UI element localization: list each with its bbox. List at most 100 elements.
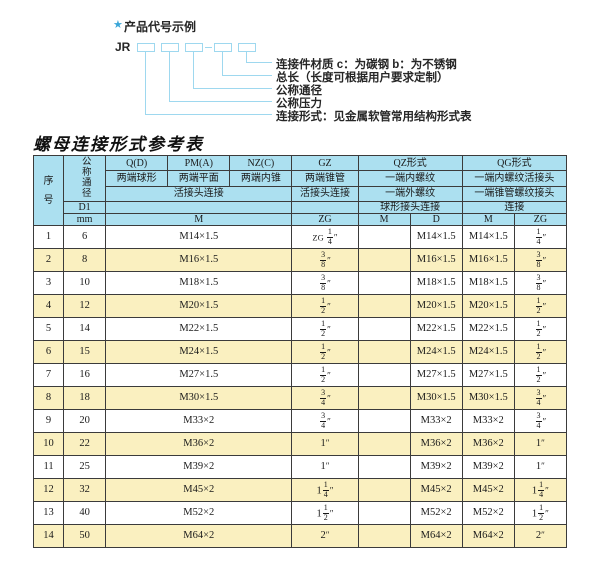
cell-qz-m: [357, 340, 411, 364]
table-row: 7 16 M27×1.5 1 2 ″ M27×1.5 M27×1.5 1 2 ″: [32, 363, 568, 387]
cell-qg-zg: 1 2 ″: [513, 294, 568, 318]
cell-qz-d: M27×1.5: [409, 363, 463, 387]
cell-seq: 1: [32, 225, 65, 249]
cell-seq: 9: [32, 409, 65, 433]
header-seq: 序 号: [32, 155, 65, 226]
code-box-3: [185, 43, 203, 52]
cell-bore: 25: [63, 455, 107, 479]
star-icon: ★: [113, 19, 123, 31]
table-row: 11 25 M39×2 1″ M39×2 M39×2 1″: [32, 455, 568, 479]
cell-gz-zg: 1″: [291, 432, 359, 456]
cell-gz-zg: 3 8 ″: [291, 271, 359, 295]
cell-qz-m: [357, 501, 411, 525]
cell-gz-zg: 1 2 ″: [291, 340, 359, 364]
cell-qg-m: M16×1.5: [461, 248, 515, 272]
header-nominal-bore-label: 公称通径: [79, 156, 91, 198]
table-row: 2 8 M16×1.5 3 8 ″ M16×1.5 M16×1.5 3 8 ″: [32, 248, 568, 272]
table-row: 4 12 M20×1.5 1 2 ″ M20×1.5 M20×1.5 1 2 ″: [32, 294, 568, 318]
cell-qz-d: M16×1.5: [409, 248, 463, 272]
header-conn-qg: 连接: [461, 201, 568, 214]
cell-seq: 8: [32, 386, 65, 410]
leader-line-2-horizontal: [222, 75, 272, 77]
leader-line-5-horizontal: [145, 114, 272, 116]
cell-qg-zg: 1″: [513, 455, 568, 479]
table-row: 5 14 M22×1.5 1 2 ″ M22×1.5 M22×1.5 1 2 ″: [32, 317, 568, 341]
header-thread-d-qz: D: [409, 213, 463, 226]
annotation-total-length: 总长（长度可根据用户要求定制）: [276, 72, 449, 84]
cell-bore: 8: [63, 248, 107, 272]
cell-qg-m: M36×2: [461, 432, 515, 456]
code-separator-dash: [205, 47, 212, 49]
cell-qz-d: M22×1.5: [409, 317, 463, 341]
table-body: 1 6 M14×1.5 ZG 1 4 ″ M14×1.5 M14×1.5 1 4 ″ 2 8 M16×1.…: [32, 225, 568, 548]
cell-thread-m: M30×1.5: [105, 386, 293, 410]
cell-qz-d: M45×2: [409, 478, 463, 502]
cell-qz-d: M14×1.5: [409, 225, 463, 249]
cell-qz-m: [357, 386, 411, 410]
cell-seq: 14: [32, 524, 65, 548]
cell-qg-zg: 3 8 ″: [513, 248, 568, 272]
cell-bore: 22: [63, 432, 107, 456]
header-thread-zg-gz: ZG: [291, 213, 359, 226]
cell-qz-d: M64×2: [409, 524, 463, 548]
code-box-1: [137, 43, 155, 52]
header-endtype-qd: 两端球形: [105, 170, 169, 187]
cell-qg-zg: 3 4 ″: [513, 409, 568, 433]
cell-qg-zg: 3 4 ″: [513, 386, 568, 410]
cell-gz-zg: 1 1 4 ″: [291, 478, 359, 502]
cell-thread-m: M16×1.5: [105, 248, 293, 272]
cell-gz-zg: 1 2 ″: [291, 294, 359, 318]
leader-line-4-horizontal: [169, 101, 272, 103]
cell-qg-zg: 3 8 ″: [513, 271, 568, 295]
header-unit-mm: mm: [63, 213, 107, 226]
cell-thread-m: M39×2: [105, 455, 293, 479]
cell-qg-m: M52×2: [461, 501, 515, 525]
header-endtype-qz: 一端内螺纹: [357, 170, 463, 187]
header-conn-union-left: 活接头连接: [105, 185, 293, 203]
cell-qg-m: M22×1.5: [461, 317, 515, 341]
cell-gz-zg: 1 1 2 ″: [291, 501, 359, 525]
cell-qz-m: [357, 271, 411, 295]
cell-gz-zg: 1″: [291, 455, 359, 479]
cell-seq: 6: [32, 340, 65, 364]
cell-seq: 10: [32, 432, 65, 456]
header-endtype-gz: 两端锥管: [291, 170, 359, 187]
cell-bore: 32: [63, 478, 107, 502]
cell-thread-m: M18×1.5: [105, 271, 293, 295]
header-row-d1: D1 球形接头连接 连接: [34, 201, 568, 214]
cell-qz-d: M20×1.5: [409, 294, 463, 318]
cell-qz-m: [357, 317, 411, 341]
header-group-pma: PM(A): [167, 154, 231, 172]
header-endtype-qg: 一端内螺纹活接头: [461, 170, 568, 187]
leader-line-3-horizontal: [193, 88, 272, 90]
cell-seq: 4: [32, 294, 65, 318]
cell-qg-zg: 2″: [513, 524, 568, 548]
header-conn-union-gz: 活接头连接: [291, 185, 359, 203]
header-thread-m-left: M: [105, 213, 293, 226]
cell-seq: 2: [32, 248, 65, 272]
cell-qg-m: M18×1.5: [461, 271, 515, 295]
header-group-qd: Q(D): [105, 154, 169, 172]
header-thread-zg-qg: ZG: [513, 213, 568, 226]
header-seq-line1: 序: [43, 175, 54, 187]
header-blank-gz: [291, 201, 359, 214]
annotation-nominal-pressure: 公称压力: [276, 98, 322, 110]
header-thread-m-qg: M: [461, 213, 515, 226]
header-conn-ext-thread-qz: 一端外螺纹: [357, 185, 463, 203]
cell-qg-m: M20×1.5: [461, 294, 515, 318]
table-row: 13 40 M52×2 1 1 2 ″ M52×2 M52×2 1 1 2 ″: [32, 501, 568, 525]
cell-bore: 18: [63, 386, 107, 410]
table-header: 序 号 公称通径 Q(D) PM(A) NZ(C) GZ QZ形式 QG形式 两…: [32, 154, 568, 226]
cell-qg-m: M24×1.5: [461, 340, 515, 364]
cell-qg-m: M64×2: [461, 524, 515, 548]
cell-thread-m: M20×1.5: [105, 294, 293, 318]
cell-bore: 20: [63, 409, 107, 433]
cell-gz-zg: ZG 1 4 ″: [291, 225, 359, 249]
table-row: 1 6 M14×1.5 ZG 1 4 ″ M14×1.5 M14×1.5 1 4 ″: [32, 225, 568, 249]
cell-qz-m: [357, 409, 411, 433]
cell-qg-m: M39×2: [461, 455, 515, 479]
cell-thread-m: M22×1.5: [105, 317, 293, 341]
cell-qz-m: [357, 455, 411, 479]
leader-line-2-vertical: [222, 52, 224, 76]
header-nominal-bore: 公称通径: [63, 155, 107, 202]
